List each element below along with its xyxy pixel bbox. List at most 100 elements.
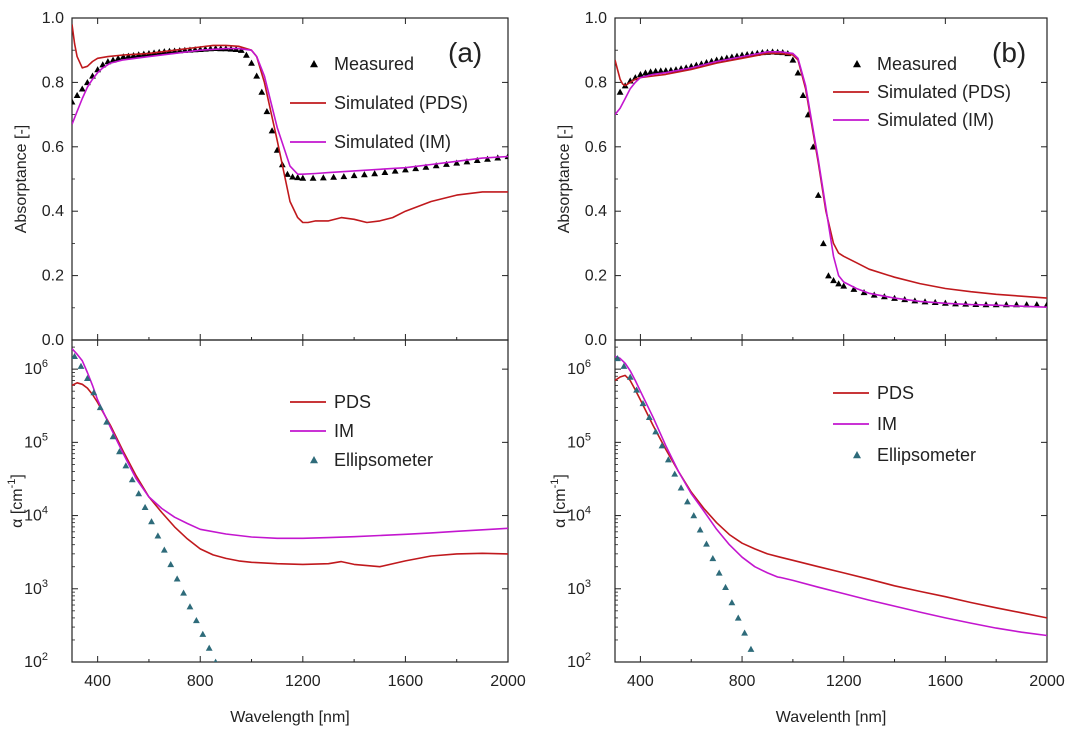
data-point: [637, 70, 644, 78]
legend-marker: [310, 456, 318, 464]
data-point: [639, 400, 647, 407]
y-tick-exponent: 4: [42, 505, 48, 517]
series-ellipsometer: [72, 352, 218, 662]
y-tick-label: 0.8: [42, 74, 64, 91]
plot-area: [72, 348, 508, 662]
data-point: [299, 174, 307, 181]
legend-label: IM: [334, 421, 354, 441]
data-point: [992, 301, 1000, 308]
y-tick-label: 103: [24, 578, 48, 598]
data-point: [402, 166, 409, 173]
data-point: [72, 352, 78, 359]
x-tick-label: 1600: [388, 673, 424, 690]
data-point: [173, 575, 181, 582]
plot-frame: [71, 339, 509, 663]
series-line-simulated-pds-: [615, 52, 1047, 299]
y-tick-label: 103: [567, 578, 591, 598]
data-point: [657, 67, 665, 74]
x-tick-label: 1600: [928, 673, 964, 690]
data-point: [794, 69, 802, 76]
x-tick-label: 800: [729, 673, 756, 690]
legend: PDS IM Ellipsometer: [833, 383, 976, 465]
data-point: [268, 127, 276, 134]
data-point: [615, 355, 621, 362]
data-point: [422, 163, 430, 170]
data-point: [677, 484, 685, 491]
data-point: [154, 532, 162, 539]
y-tick-label: 0.8: [585, 74, 607, 91]
data-point: [381, 168, 389, 175]
y-tick-label: 104: [567, 505, 591, 525]
y-tick-label: 105: [24, 431, 48, 451]
y-tick-exponent: 3: [585, 578, 591, 590]
data-point: [73, 91, 81, 98]
data-point: [103, 418, 111, 425]
data-point: [620, 362, 628, 369]
y-tick-exponent: 2: [42, 651, 48, 663]
data-point: [83, 374, 91, 382]
data-point: [186, 603, 194, 610]
y-tick-label: 106: [24, 358, 48, 378]
y-tick-label: 102: [24, 651, 48, 671]
panel-b-bottom: 400 800 1200 1600 2000 102 103 104 105 106 α [cm-1…: [549, 339, 1065, 726]
data-point: [160, 546, 168, 553]
x-tick-label: 1200: [826, 673, 862, 690]
y-axis-title-main: α [cm: [552, 488, 569, 527]
y-axis-title: α [cm-1]: [6, 474, 26, 528]
y-tick-label: 104: [24, 505, 48, 525]
y-axis-title-tail: ]: [552, 474, 569, 478]
data-point: [658, 442, 666, 449]
plot-frame: [614, 339, 1048, 663]
y-tick-label: 0.0: [585, 332, 607, 349]
data-point: [213, 658, 218, 662]
y-tick-exponent: 4: [585, 505, 591, 517]
data-point: [453, 159, 461, 166]
data-point: [684, 498, 691, 505]
y-tick-label: 102: [567, 651, 591, 671]
data-point: [671, 470, 679, 477]
panel-tag: (b): [992, 37, 1026, 68]
series-line-im: [615, 355, 1047, 637]
x-tick-label: 400: [627, 673, 654, 690]
data-point: [391, 167, 399, 174]
y-tick-label: 0.6: [42, 139, 64, 156]
data-point: [360, 171, 368, 178]
data-point: [728, 599, 736, 606]
y-tick-exponent: 3: [42, 578, 48, 590]
data-point: [814, 191, 822, 198]
plot-area: [615, 355, 1047, 652]
data-point: [205, 644, 213, 651]
data-point: [715, 569, 723, 576]
data-point: [645, 413, 653, 421]
data-point: [616, 88, 624, 95]
data-point: [371, 170, 379, 177]
data-point: [840, 282, 848, 289]
data-point: [696, 526, 704, 533]
data-point: [473, 156, 481, 164]
y-tick-exponent: 5: [42, 431, 48, 443]
legend: PDS IM Ellipsometer: [290, 392, 433, 470]
data-point: [412, 164, 420, 172]
legend-marker: [853, 451, 861, 459]
y-tick-exponent: 5: [585, 431, 591, 443]
data-point: [626, 373, 634, 380]
x-tick-label: 2000: [490, 673, 526, 690]
data-point: [463, 158, 471, 165]
plot-area: [72, 24, 508, 224]
y-axis-title: α [cm-1]: [549, 474, 569, 528]
data-point: [77, 362, 85, 369]
data-point: [319, 174, 327, 181]
data-point: [125, 52, 132, 59]
y-tick-label: 106: [567, 358, 591, 378]
data-point: [72, 98, 76, 105]
data-point: [180, 589, 187, 596]
x-tick-label: 1200: [285, 673, 321, 690]
data-point: [350, 172, 358, 179]
data-point: [243, 51, 250, 58]
data-point: [799, 91, 807, 98]
legend-label: PDS: [877, 383, 914, 403]
data-point: [647, 68, 654, 75]
legend-marker: [310, 60, 318, 68]
data-point: [819, 240, 827, 247]
